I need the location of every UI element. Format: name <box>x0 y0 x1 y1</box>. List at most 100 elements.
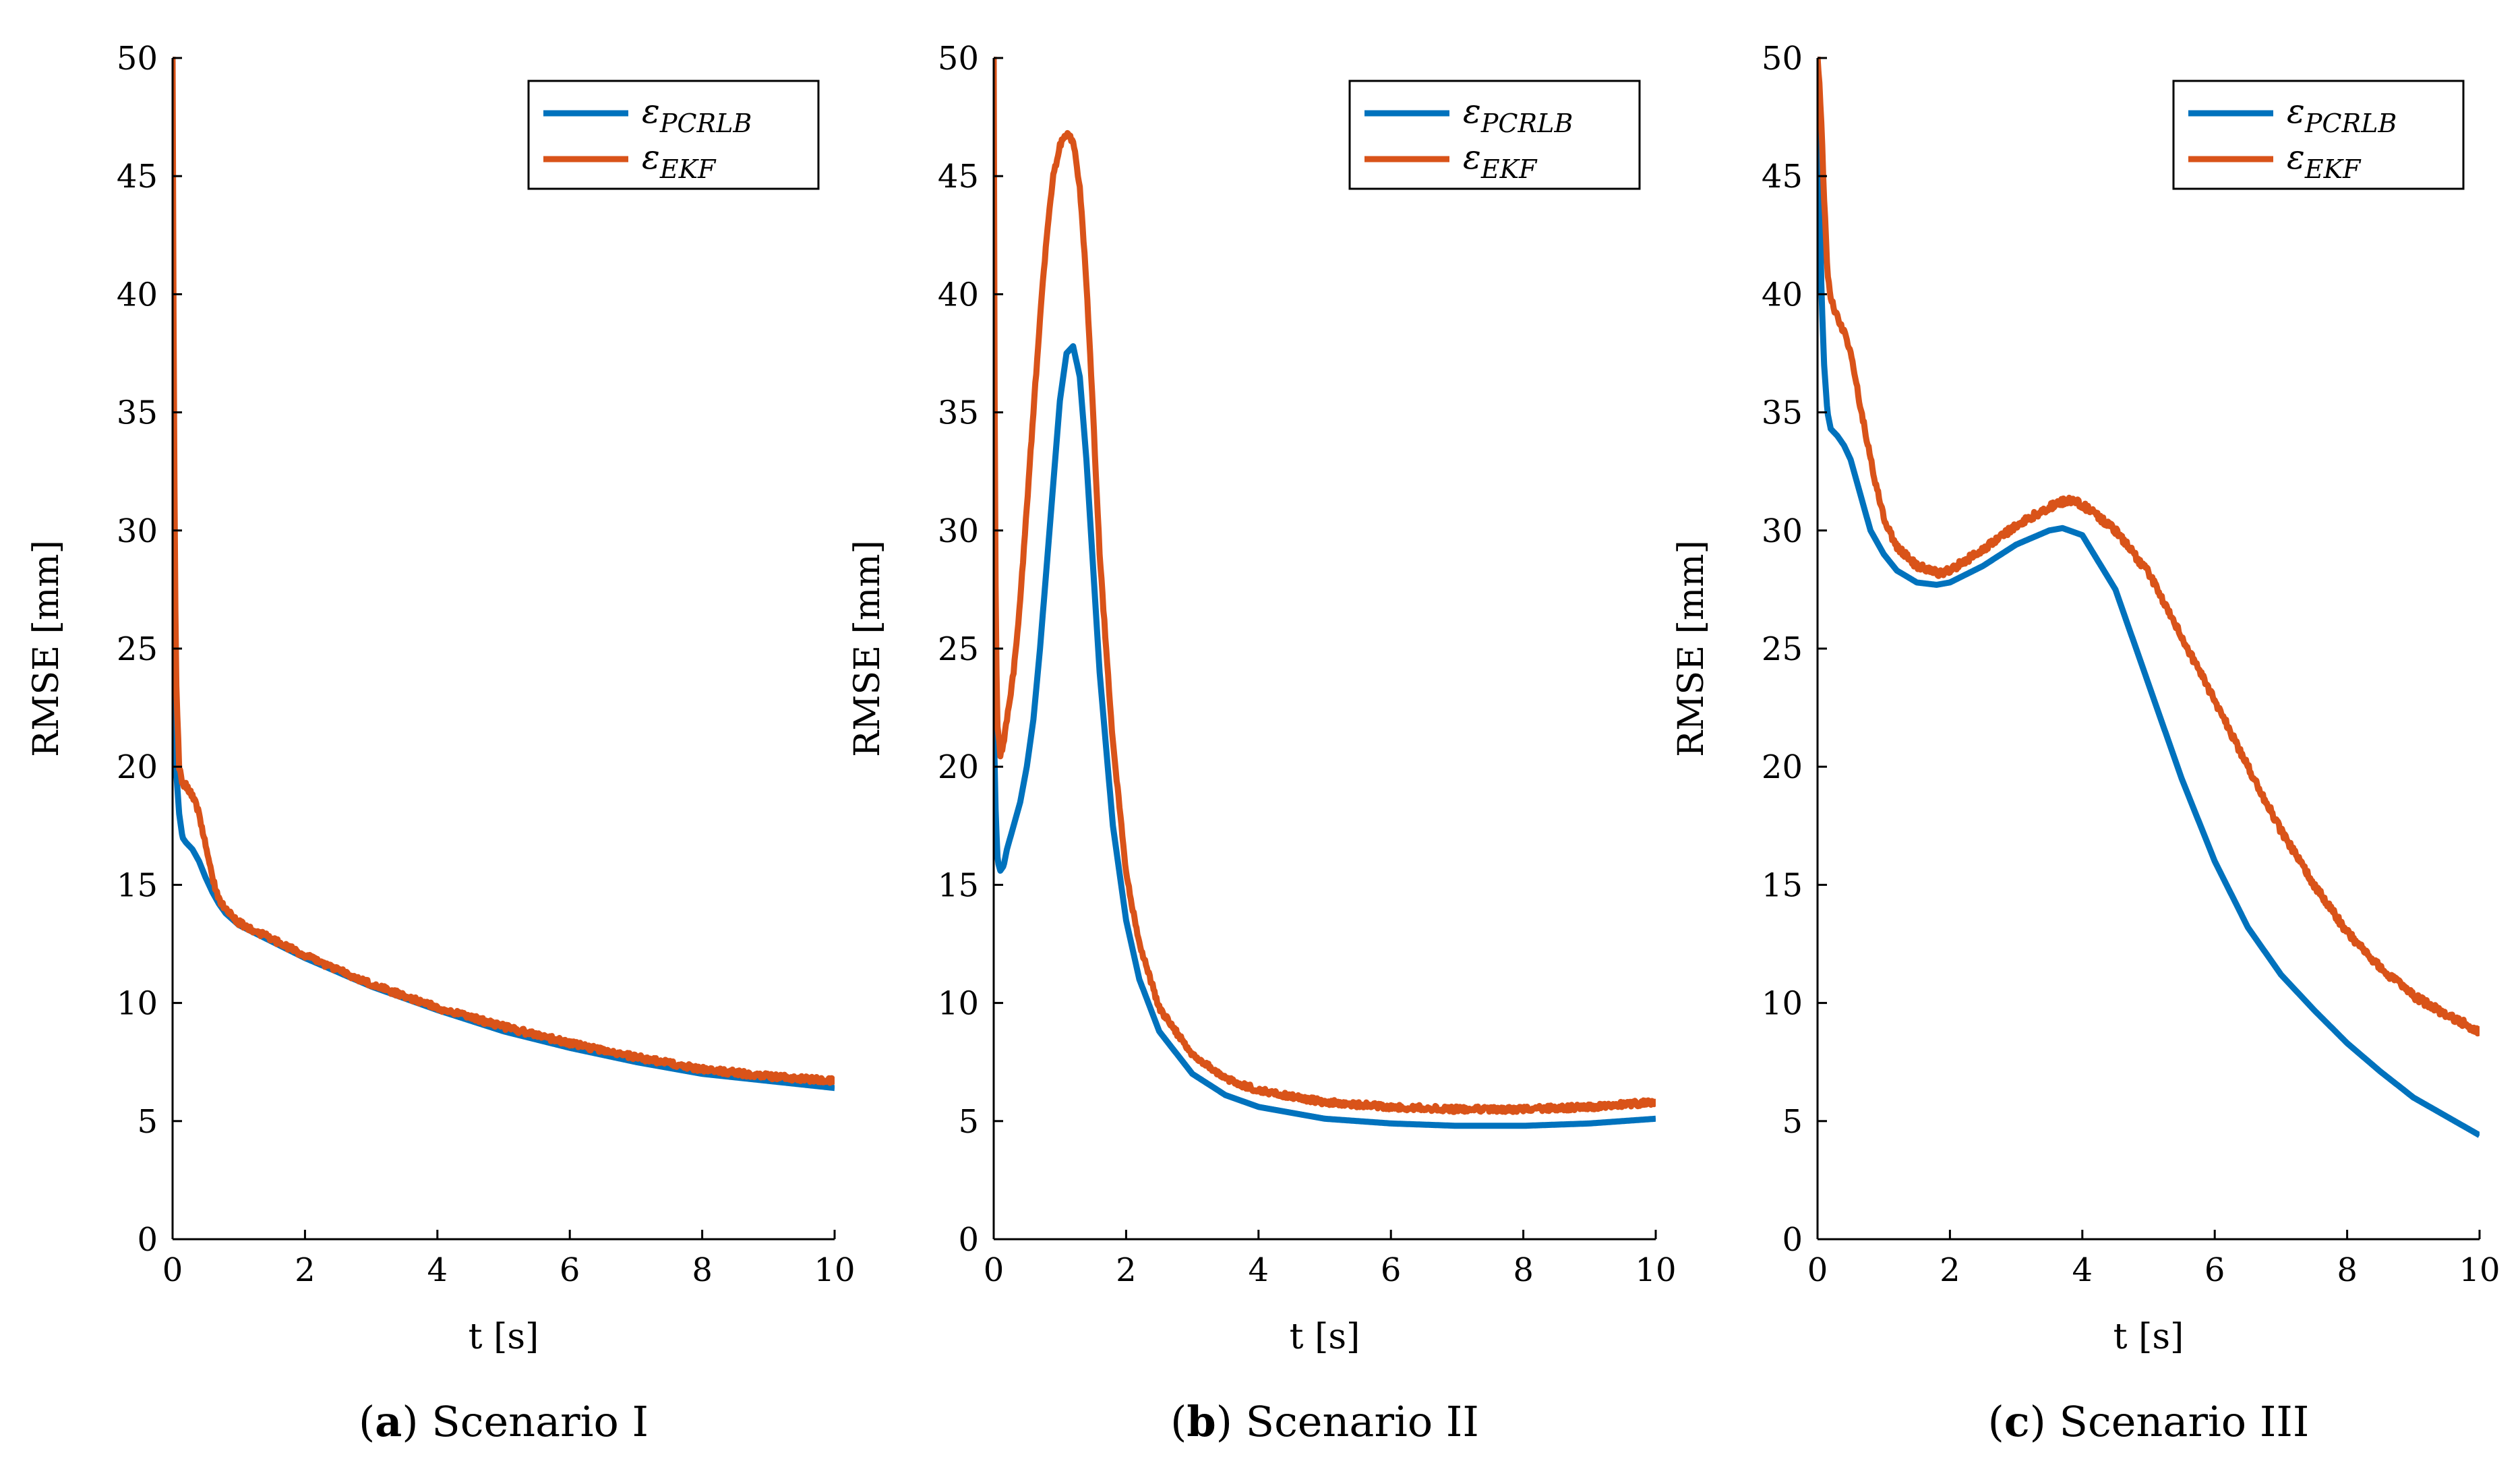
series-line-pcrlb <box>173 294 835 1092</box>
y-tick-label: 25 <box>1762 630 1803 668</box>
x-tick-label: 10 <box>2459 1251 2500 1289</box>
x-tick-label: 10 <box>1635 1251 1676 1289</box>
y-tick-label: 5 <box>1782 1103 1803 1141</box>
y-tick-label: 15 <box>117 866 158 904</box>
legend-subscript: EKF <box>659 154 717 184</box>
legend-subscript: EKF <box>2304 154 2362 184</box>
caption-title: Scenario III <box>2060 1397 2310 1446</box>
x-tick-label: 2 <box>1116 1251 1137 1289</box>
y-tick-label: 45 <box>938 158 979 196</box>
y-tick-label: 40 <box>117 276 158 314</box>
series-line-pcrlb <box>1818 57 2480 1138</box>
x-tick-label: 6 <box>1381 1251 1402 1289</box>
x-tick-label: 4 <box>1249 1251 1269 1289</box>
x-axis-label: t [s] <box>469 1317 539 1357</box>
x-tick-label: 4 <box>427 1251 448 1289</box>
x-tick-label: 8 <box>2337 1251 2358 1289</box>
caption-paren-close: ) <box>1216 1397 1246 1446</box>
y-tick-label: 40 <box>938 276 979 314</box>
x-tick-label: 0 <box>984 1251 1004 1289</box>
y-tick-label: 35 <box>1762 394 1803 432</box>
panel-caption: (c) Scenario III <box>1988 1397 2310 1446</box>
y-tick-label: 0 <box>1782 1221 1803 1259</box>
caption-tag: c <box>2004 1397 2030 1446</box>
series-line-ekf <box>173 57 835 1086</box>
x-axis-label: t [s] <box>2113 1317 2184 1357</box>
chart-panel-b: 0 2 4 6 8 10 0 5 10 15 20 25 30 35 40 45 50 t [s] RMSE [mm… <box>847 40 1677 1446</box>
y-tick-label: 35 <box>117 394 158 432</box>
caption-paren-close: ) <box>402 1397 431 1446</box>
legend-symbol: ε <box>1463 138 1481 177</box>
x-tick-label: 0 <box>1807 1251 1828 1289</box>
y-tick-label: 25 <box>938 630 979 668</box>
y-tick-label: 30 <box>938 512 979 550</box>
legend-label-pcrlb: εPCRLB <box>2287 92 2397 138</box>
y-tick-label: 10 <box>1762 985 1803 1023</box>
x-tick-label: 8 <box>1513 1251 1534 1289</box>
x-tick-label: 6 <box>2204 1251 2225 1289</box>
y-axis-label: RMSE [mm] <box>1671 540 1712 757</box>
caption-tag: b <box>1187 1397 1216 1446</box>
legend-symbol: ε <box>642 92 660 131</box>
x-tick-label: 8 <box>692 1251 713 1289</box>
legend-symbol: ε <box>2287 138 2305 177</box>
y-tick-label: 45 <box>117 158 158 196</box>
x-tick-label: 6 <box>560 1251 580 1289</box>
y-axis-label: RMSE [mm] <box>847 540 888 757</box>
y-axis-label: RMSE [mm] <box>26 540 67 757</box>
x-tick-label: 2 <box>1940 1251 1960 1289</box>
caption-paren-open: ( <box>359 1397 375 1446</box>
caption-title: Scenario II <box>1246 1397 1479 1446</box>
legend-label-ekf: εEKF <box>642 138 717 184</box>
y-tick-label: 5 <box>958 1103 979 1141</box>
legend-symbol: ε <box>2287 92 2305 131</box>
y-tick-label: 20 <box>117 748 158 786</box>
x-axis-label: t [s] <box>1290 1317 1360 1357</box>
chart-panel-c: 0 2 4 6 8 10 0 5 10 15 20 25 30 35 40 45 50 t [s] RMSE [mm… <box>1671 40 2500 1446</box>
y-tick-label: 10 <box>938 985 979 1023</box>
y-tick-label: 30 <box>117 512 158 550</box>
x-tick-label: 4 <box>2072 1251 2093 1289</box>
x-tick-label: 10 <box>814 1251 855 1289</box>
caption-tag: a <box>375 1397 402 1446</box>
legend-subscript: PCRLB <box>1480 109 1573 138</box>
panel-caption: (b) Scenario II <box>1170 1397 1479 1446</box>
legend-subscript: PCRLB <box>659 109 752 138</box>
y-tick-label: 30 <box>1762 512 1803 550</box>
legend-label-ekf: εEKF <box>1463 138 1538 184</box>
y-tick-label: 45 <box>1762 158 1803 196</box>
series-line-ekf <box>994 57 1656 1115</box>
y-tick-label: 35 <box>938 394 979 432</box>
y-tick-label: 20 <box>1762 748 1803 786</box>
panel-caption: (a) Scenario I <box>359 1397 649 1446</box>
y-tick-label: 15 <box>938 866 979 904</box>
y-tick-label: 40 <box>1762 276 1803 314</box>
legend-box <box>1348 80 1641 190</box>
y-tick-label: 50 <box>1762 40 1803 78</box>
legend-label-ekf: εEKF <box>2287 138 2362 184</box>
legend-label-pcrlb: εPCRLB <box>1463 92 1573 138</box>
y-tick-label: 50 <box>938 40 979 78</box>
y-tick-label: 5 <box>137 1103 158 1141</box>
y-tick-label: 10 <box>117 985 158 1023</box>
series-line-pcrlb <box>994 343 1656 1129</box>
y-tick-label: 15 <box>1762 866 1803 904</box>
caption-paren-open: ( <box>1988 1397 2004 1446</box>
legend-subscript: EKF <box>1480 154 1538 184</box>
legend-subscript: PCRLB <box>2304 109 2397 138</box>
chart-panel-a: 0 2 4 6 8 10 0 5 10 15 20 25 30 35 40 45 50 t [s] RMSE [mm… <box>26 40 856 1446</box>
caption-title: Scenario I <box>431 1397 649 1446</box>
y-tick-label: 20 <box>938 748 979 786</box>
legend-symbol: ε <box>1463 92 1481 131</box>
x-tick-label: 2 <box>295 1251 316 1289</box>
legend-symbol: ε <box>642 138 660 177</box>
y-tick-label: 0 <box>958 1221 979 1259</box>
legend-box <box>527 80 820 190</box>
legend-label-pcrlb: εPCRLB <box>642 92 752 138</box>
y-tick-label: 50 <box>117 40 158 78</box>
caption-paren-open: ( <box>1170 1397 1187 1446</box>
